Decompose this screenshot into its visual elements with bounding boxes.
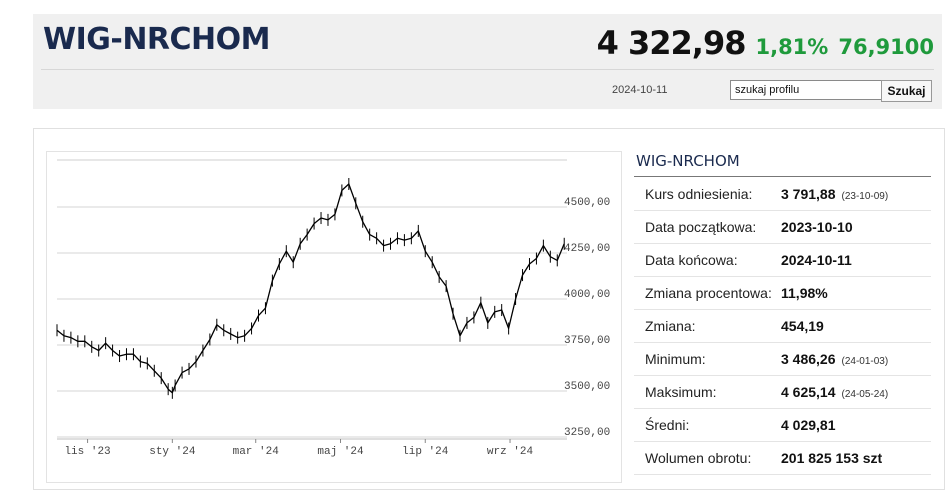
stats-value: 201 825 153 szt [781, 441, 931, 475]
x-tick-label: maj '24 [317, 446, 364, 458]
current-price: 4 322,98 [596, 24, 747, 62]
stats-value-number: 201 825 153 szt [781, 450, 883, 466]
stats-row: Minimum: 3 486,26 (24-01-03) [634, 342, 931, 376]
stats-value-number: 2024-10-11 [781, 252, 852, 268]
stats-value-number: 3 486,26 [781, 351, 836, 367]
stats-label: Data końcowa: [634, 243, 781, 277]
stats-value: 2024-10-11 [781, 243, 931, 277]
header-divider [41, 69, 934, 70]
search-input[interactable] [730, 80, 887, 100]
stats-row: Maksimum: 4 625,14 (24-05-24) [634, 375, 931, 409]
y-tick-label: 4500,00 [564, 197, 610, 209]
x-tick-label: wrz '24 [487, 446, 534, 458]
stats-label: Data początkowa: [634, 210, 781, 244]
stats-value: 454,19 [781, 309, 931, 343]
x-tick-label: lis '23 [64, 446, 110, 458]
stats-value: 3 486,26 (24-01-03) [781, 342, 931, 376]
stats-row: Zmiana procentowa: 11,98% [634, 276, 931, 310]
stats-row: Zmiana: 454,19 [634, 309, 931, 343]
page-title: WIG-NRCHOM [43, 22, 271, 57]
stats-value-number: 2023-10-10 [781, 219, 853, 235]
quote-summary: 4 322,98 1,81% 76,9100 [597, 24, 934, 62]
stats-label: Maksimum: [634, 375, 781, 409]
price-chart: 4500,00 4250,00 4000,00 3750,00 3500,00 3250,… [56, 159, 610, 458]
stats-value-date: (24-05-24) [841, 389, 889, 400]
y-tick-label: 4250,00 [564, 243, 610, 255]
quote-date: 2024-10-11 [612, 84, 668, 96]
stats-row: Średni: 4 029,81 [634, 408, 931, 442]
stats-row: Wolumen obrotu: 201 825 153 szt [634, 441, 931, 475]
stats-value-number: 454,19 [781, 318, 824, 334]
quote-header: WIG-NRCHOM 4 322,98 1,81% 76,9100 2024-1… [33, 14, 942, 109]
stats-value-number: 4 029,81 [781, 417, 836, 433]
stats-label: Minimum: [634, 342, 781, 376]
stats-label: Kurs odniesienia: [634, 178, 781, 211]
stats-value-date: (23-10-09) [841, 191, 889, 202]
stats-label: Zmiana procentowa: [634, 276, 781, 310]
y-tick-label: 3250,00 [564, 427, 610, 439]
y-tick-label: 3750,00 [564, 335, 610, 347]
stats-row: Data końcowa: 2024-10-11 [634, 243, 931, 277]
stats-value-number: 11,98% [781, 285, 828, 301]
x-tick-label: sty '24 [149, 446, 196, 458]
stats-label: Wolumen obrotu: [634, 441, 781, 475]
y-tick-label: 3500,00 [564, 381, 610, 393]
stats-value: 2023-10-10 [781, 210, 931, 244]
stats-title: WIG-NRCHOM [636, 152, 740, 170]
stats-value-number: 3 791,88 [781, 186, 836, 202]
stats-row: Kurs odniesienia: 3 791,88 (23-10-09) [634, 178, 931, 211]
stats-value-number: 4 625,14 [781, 384, 836, 400]
price-series-line [56, 183, 565, 394]
stats-value: 11,98% [781, 276, 931, 310]
stats-row: Data początkowa: 2023-10-10 [634, 210, 931, 244]
price-chart-container: 4500,00 4250,00 4000,00 3750,00 3500,00 3250,… [46, 151, 622, 483]
stats-table: Kurs odniesienia: 3 791,88 (23-10-09) Data … [634, 178, 931, 475]
stats-value: 3 791,88 (23-10-09) [781, 178, 931, 211]
stats-title-divider [634, 176, 931, 177]
search-button[interactable]: Szukaj [881, 80, 932, 102]
stats-label: Zmiana: [634, 309, 781, 343]
change-absolute: 76,9100 [838, 35, 934, 59]
stats-value-date: (24-01-03) [841, 356, 889, 367]
x-tick-label: lip '24 [402, 446, 449, 458]
stats-value: 4 625,14 (24-05-24) [781, 375, 931, 409]
stats-label: Średni: [634, 408, 781, 442]
y-tick-label: 4000,00 [564, 289, 610, 301]
change-percent: 1,81% [755, 35, 829, 59]
x-tick-label: mar '24 [233, 446, 280, 458]
stats-value: 4 029,81 [781, 408, 931, 442]
